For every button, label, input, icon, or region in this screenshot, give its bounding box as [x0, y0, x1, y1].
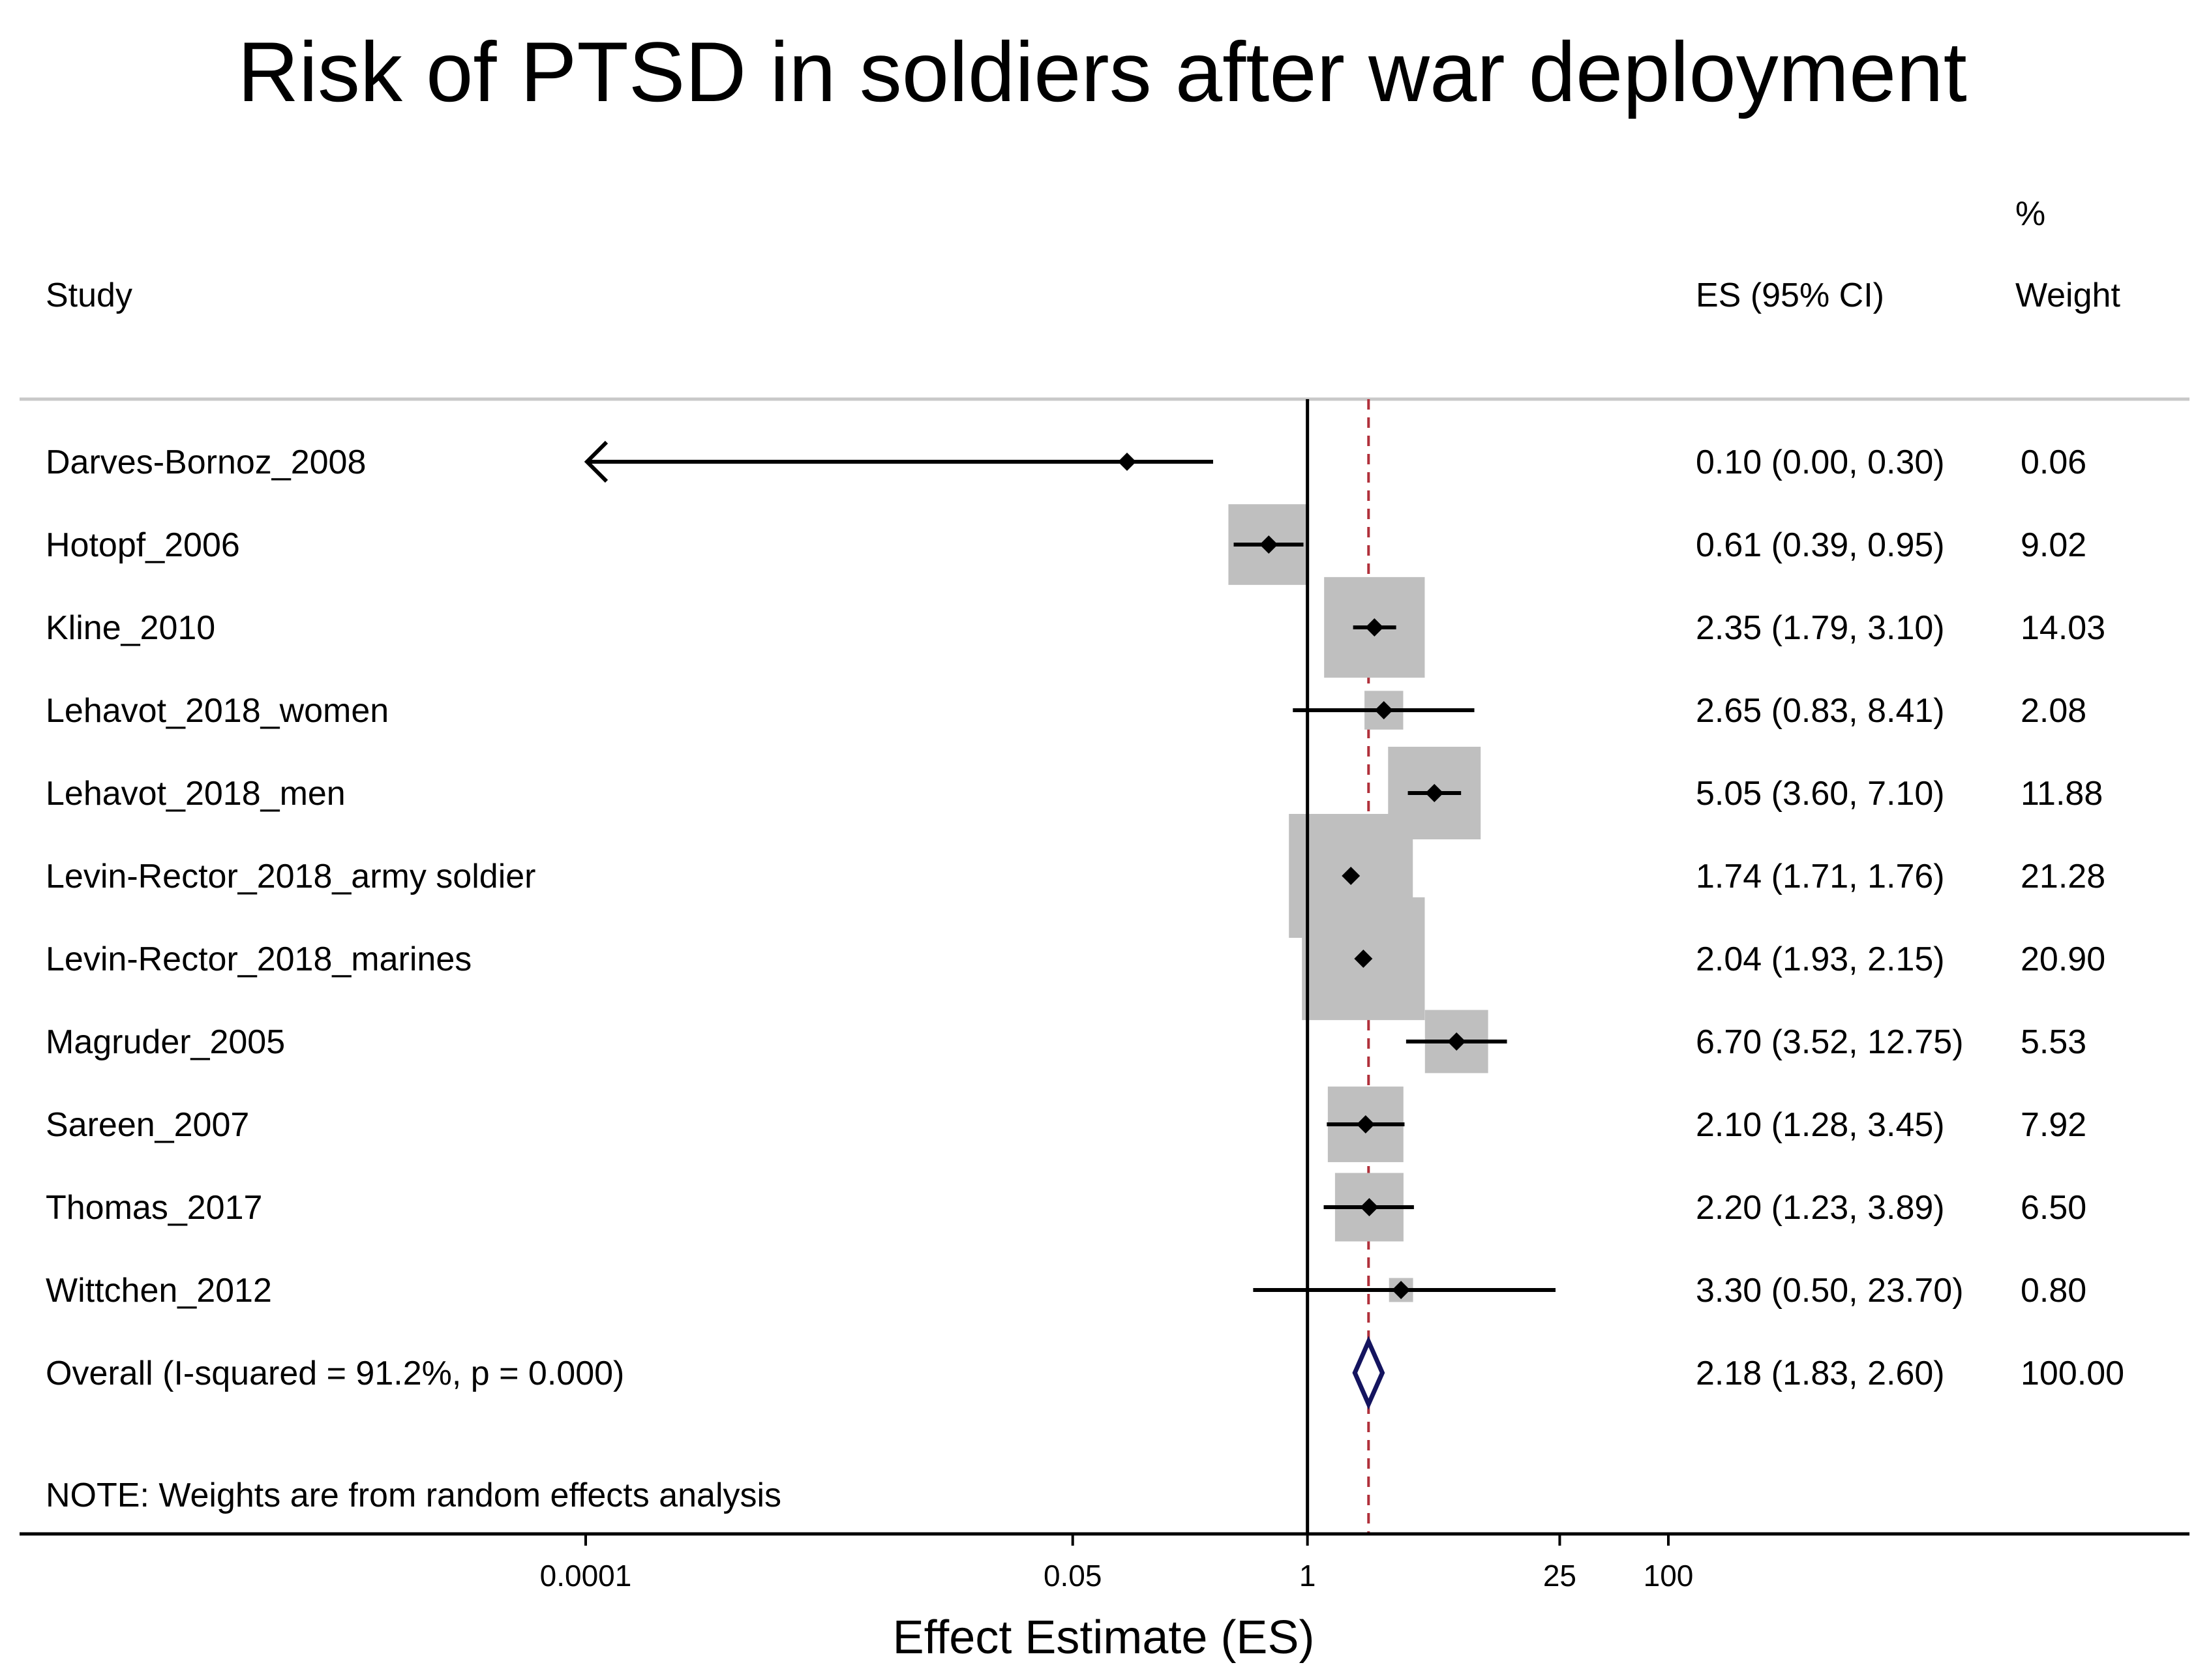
- point-estimate: [1360, 1198, 1379, 1216]
- study-es-ci: 2.04 (1.93, 2.15): [1696, 940, 1945, 978]
- overall-es-ci: 2.18 (1.83, 2.60): [1696, 1355, 1945, 1392]
- study-name: Lehavot_2018_men: [46, 775, 346, 813]
- study-es-ci: 3.30 (0.50, 23.70): [1696, 1272, 1964, 1310]
- point-estimate: [1356, 1115, 1375, 1133]
- study-es-ci: 2.20 (1.23, 3.89): [1696, 1189, 1945, 1227]
- study-weight: 6.50: [2021, 1189, 2086, 1227]
- overall-weight: 100.00: [2021, 1355, 2124, 1392]
- study-weight: 0.06: [2021, 443, 2086, 481]
- point-estimate: [1392, 1281, 1411, 1299]
- header-weight-percent: %: [2015, 195, 2045, 233]
- study-name: Wittchen_2012: [46, 1272, 272, 1310]
- study-weight: 0.80: [2021, 1272, 2086, 1310]
- study-weight: 14.03: [2021, 609, 2105, 647]
- point-estimate: [1118, 453, 1136, 471]
- study-name: Hotopf_2006: [46, 526, 240, 564]
- study-weight: 5.53: [2021, 1023, 2086, 1061]
- study-name: Lehavot_2018_women: [46, 692, 389, 730]
- note-text: NOTE: Weights are from random effects an…: [46, 1477, 781, 1514]
- x-tick-label: 0.0001: [540, 1559, 632, 1593]
- study-weight: 2.08: [2021, 692, 2086, 730]
- header-es-ci: ES (95% CI): [1696, 277, 1884, 314]
- study-es-ci: 0.61 (0.39, 0.95): [1696, 526, 1945, 564]
- study-es-ci: 2.65 (0.83, 8.41): [1696, 692, 1945, 730]
- study-name: Thomas_2017: [46, 1189, 262, 1227]
- study-es-ci: 0.10 (0.00, 0.30): [1696, 443, 1945, 481]
- point-estimate: [1354, 950, 1373, 968]
- x-tick-label: 100: [1644, 1559, 1694, 1593]
- study-name: Darves-Bornoz_2008: [46, 443, 366, 481]
- header-weight: Weight: [2015, 277, 2120, 314]
- study-es-ci: 2.10 (1.28, 3.45): [1696, 1106, 1945, 1144]
- study-es-ci: 2.35 (1.79, 3.10): [1696, 609, 1945, 647]
- study-name: Levin-Rector_2018_army soldier: [46, 858, 536, 895]
- arrow-left-icon: [584, 440, 609, 483]
- point-estimate: [1259, 535, 1278, 554]
- study-weight: 21.28: [2021, 858, 2105, 895]
- point-estimate: [1342, 867, 1361, 885]
- chart-title: Risk of PTSD in soldiers after war deplo…: [237, 24, 1967, 119]
- x-axis-title: Effect Estimate (ES): [893, 1612, 1315, 1664]
- study-es-ci: 1.74 (1.71, 1.76): [1696, 858, 1945, 895]
- point-estimate: [1425, 784, 1444, 802]
- study-name: Magruder_2005: [46, 1023, 285, 1061]
- overall-label: Overall (I-squared = 91.2%, p = 0.000): [46, 1355, 624, 1392]
- study-name: Sareen_2007: [46, 1106, 249, 1144]
- study-name: Kline_2010: [46, 609, 215, 647]
- point-estimate: [1447, 1032, 1466, 1051]
- header-study: Study: [46, 277, 132, 314]
- study-es-ci: 6.70 (3.52, 12.75): [1696, 1023, 1964, 1061]
- study-weight: 11.88: [2021, 775, 2103, 813]
- study-es-ci: 5.05 (3.60, 7.10): [1696, 775, 1945, 813]
- study-name: Levin-Rector_2018_marines: [46, 940, 472, 978]
- point-estimate: [1365, 618, 1384, 637]
- study-weight: 7.92: [2021, 1106, 2086, 1144]
- point-estimate: [1374, 701, 1393, 719]
- x-tick-label: 0.05: [1044, 1559, 1102, 1593]
- study-weight: 20.90: [2021, 940, 2105, 978]
- x-tick-label: 1: [1299, 1559, 1316, 1593]
- x-tick-label: 25: [1543, 1559, 1576, 1593]
- study-weight: 9.02: [2021, 526, 2086, 564]
- overall-diamond: [1352, 1336, 1385, 1410]
